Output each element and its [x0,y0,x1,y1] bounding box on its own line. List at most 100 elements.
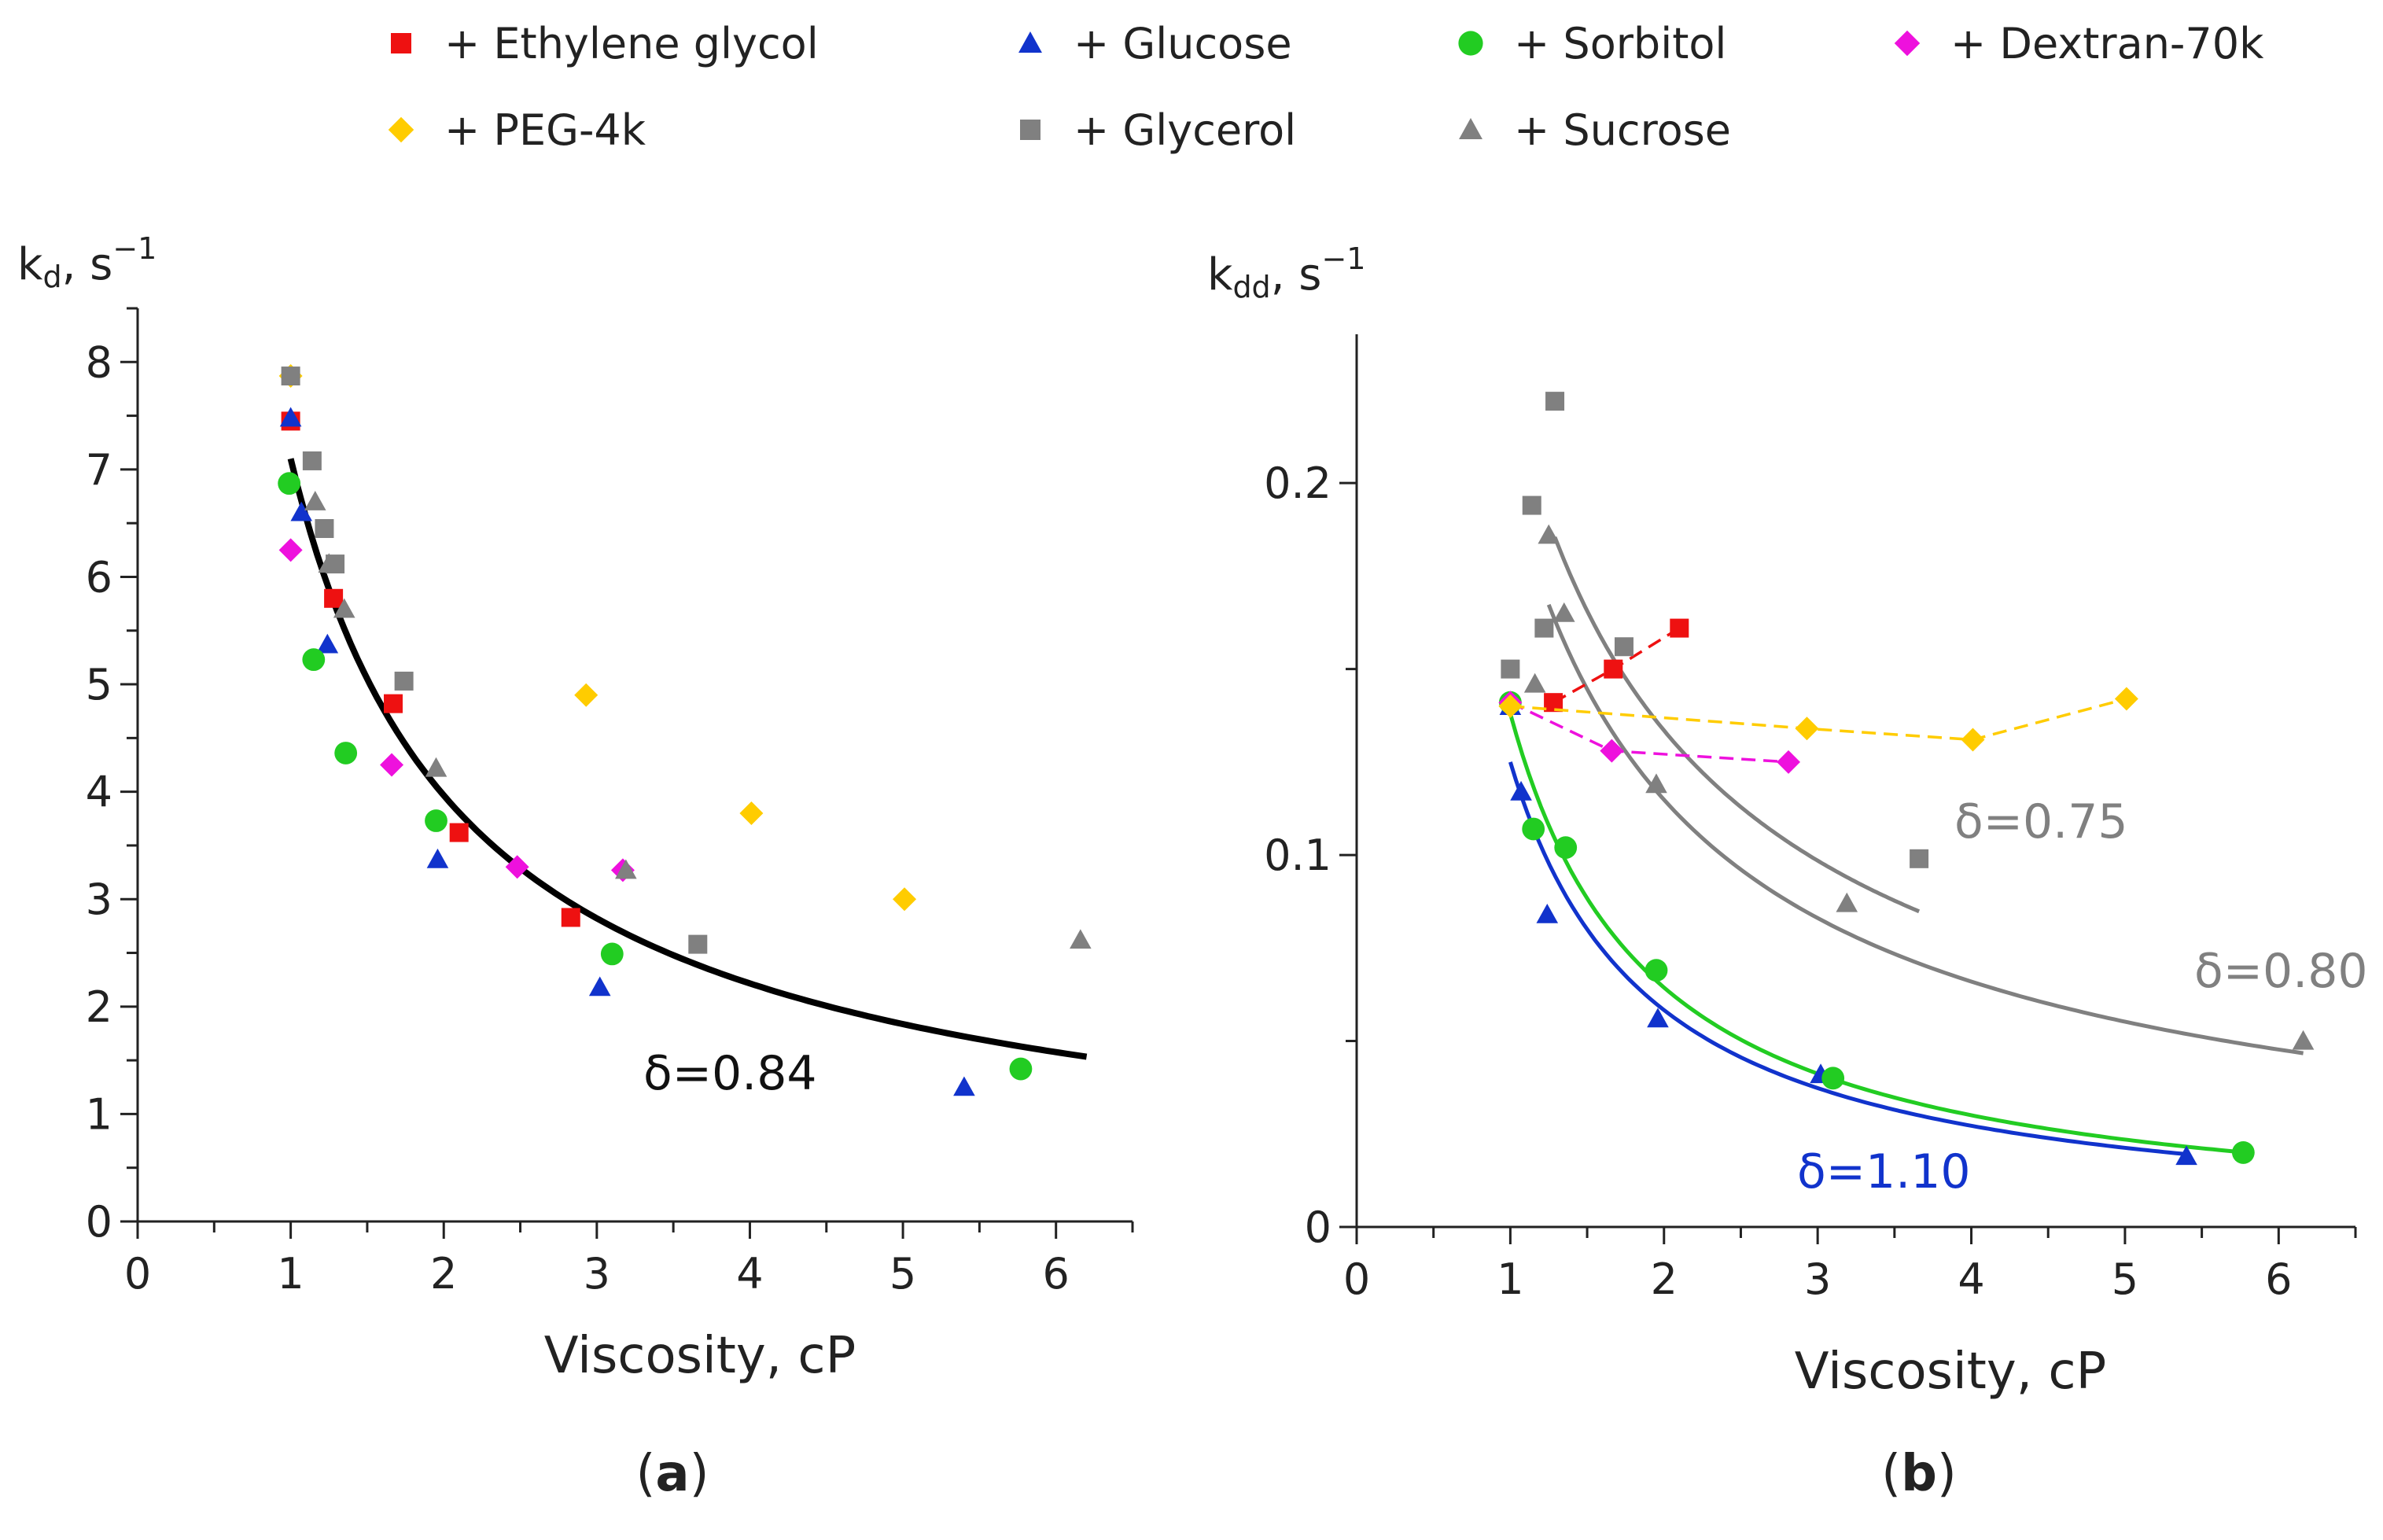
panel-a-label: (a) [635,1445,709,1503]
panel-b-point-sucrose [1836,892,1858,912]
panel-a-y-tick-label: 2 [86,982,112,1032]
panel-b-label: (b) [1881,1445,1957,1503]
panel-a-point-glycerol [281,367,300,386]
panel-b-point-sucrose [1523,672,1546,693]
panel-b-point-glycerol [1501,659,1520,679]
panel-a-point-glucose [588,976,611,997]
panel-b-x-tick-label: 6 [2265,1254,2292,1304]
panel-b-fit-curve-1 [1546,603,2304,1056]
panel-b-fit-curve-2 [1508,761,2187,1156]
panel-a-x-tick-label: 5 [889,1249,916,1299]
panel-b-chart: δ=0.75 δ=0.80 δ=1.10 0 1 2 3 4 5 6 0 0.1 0.2 kdd, s… [1207,241,2368,1503]
panel-b-point-sorbitol [1821,1067,1845,1090]
panel-a-point-sucrose [333,598,355,618]
panel-a-point-ethylene-glycol [449,823,469,842]
panel-a-point-glycerol [394,671,414,691]
panel-b-point-ethylene-glycol [1604,659,1623,679]
legend-label-ethylene-glycol: + Ethylene glycol [444,19,819,68]
panel-a-y-tick-label: 4 [86,768,112,817]
panel-a-point-glycerol [302,451,322,470]
panel-b-point-dextran-70k [1600,739,1624,763]
panel-a-ylabel: kd, s−1 [17,231,157,294]
panel-a-y-tick-label: 3 [86,875,112,924]
legend-marker-dextran-70k [1894,30,1921,57]
panel-b-point-peg-4k [1498,694,1523,718]
panel-b-y-tick-label: 0.1 [1264,831,1331,880]
panel-b-point-glycerol [1614,637,1633,657]
panel-a-point-peg-4k [893,887,917,912]
panel-b-xlabel: Viscosity, cP [1795,1343,2106,1401]
panel-a-point-peg-4k [574,683,599,707]
panel-b-point-sorbitol [1522,817,1545,841]
panel-a-point-dextran-70k [505,855,529,879]
panel-b-dashed-line-peg-4k [1510,697,2127,742]
panel-a-y-tick-label: 6 [86,552,112,602]
panel-a-point-glucose [279,407,302,427]
panel-a-point-peg-4k [739,801,764,825]
legend-label-glycerol: + Glycerol [1074,105,1296,155]
panel-a-point-glycerol [315,519,334,539]
panel-a-point-ethylene-glycol [384,694,403,713]
panel-a-point-sorbitol [334,742,358,764]
panel-b-point-sucrose [1552,602,1575,622]
panel-b-point-peg-4k [1961,728,1985,752]
panel-b-point-peg-4k [1795,717,1819,741]
panel-b-point-dextran-70k [1777,750,1801,774]
panel-b-point-sucrose [1645,773,1667,794]
panel-a-point-glucose [953,1076,975,1096]
panel-b-y-tick-label: 0 [1305,1203,1331,1252]
panel-b-point-glycerol [1545,392,1565,411]
legend: + Ethylene glycol + Glucose + Sorbitol + De… [388,19,2264,155]
panel-b-point-glucose [2175,1145,2197,1166]
panel-b-point-glycerol [1522,496,1541,515]
panel-b-point-sorbitol [1645,959,1668,982]
panel-a-point-sorbitol [278,472,301,496]
legend-marker-glycerol [1020,120,1040,140]
panel-a-x-tick-label: 2 [430,1249,457,1299]
panel-a-x-tick-label: 6 [1043,1249,1070,1299]
panel-a-x-tick-label: 4 [736,1249,763,1299]
panel-a-point-glucose [426,848,449,868]
panel-b-point-sucrose [2292,1030,2315,1050]
panel-b-point-sorbitol [2231,1141,2255,1164]
panel-b-fit-label-1: δ=0.80 [2194,944,2368,999]
panel-b-point-glycerol [1534,618,1554,638]
panel-b-x-tick-label: 3 [1804,1254,1831,1304]
panel-a-x-tick-label: 1 [277,1249,304,1299]
legend-marker-sorbitol [1458,31,1483,56]
panel-a-point-sorbitol [302,648,326,672]
panel-a-point-sucrose [1070,929,1092,949]
panel-a-point-dextran-70k [278,538,303,562]
panel-a-x-tick-label: 0 [124,1249,151,1299]
legend-marker-glucose [1018,31,1042,53]
panel-a-point-ethylene-glycol [561,908,580,927]
legend-label-sorbitol: + Sorbitol [1514,19,1726,68]
panel-b-x-tick-label: 0 [1343,1254,1370,1304]
panel-a-point-glucose [316,633,339,654]
panel-a-chart: δ=0.84 0 1 2 3 4 5 6 0 1 2 3 4 5 6 7 8 kd, s−1 Viscosit… [17,231,1134,1503]
panel-a-point-sucrose [615,859,637,879]
panel-b-point-glucose [1510,780,1532,801]
legend-label-glucose: + Glucose [1074,19,1292,68]
legend-marker-sucrose [1459,118,1482,139]
legend-label-sucrose: + Sucrose [1514,105,1731,155]
panel-b-point-glucose [1536,903,1559,923]
panel-a-point-dextran-70k [380,753,404,777]
panel-a-y-tick-label: 5 [86,660,112,709]
panel-b-point-peg-4k [2114,687,2138,711]
panel-a-point-glucose [290,501,313,521]
panel-a-point-sorbitol [425,809,448,832]
panel-a-point-sorbitol [600,942,624,966]
panel-a-xlabel: Viscosity, cP [544,1327,856,1385]
panel-a-fit-curve-0 [287,458,1088,1060]
panel-a-point-sucrose [425,757,448,777]
panel-b-point-sucrose [1538,524,1560,544]
panel-b-x-tick-label: 5 [2112,1254,2138,1304]
panel-a-point-sucrose [304,491,326,510]
panel-b-point-sorbitol [1554,836,1578,860]
panel-b-ylabel: kdd, s−1 [1207,241,1366,304]
legend-label-dextran-70k: + Dextran-70k [1950,19,2264,68]
panel-b-x-tick-label: 2 [1651,1254,1678,1304]
